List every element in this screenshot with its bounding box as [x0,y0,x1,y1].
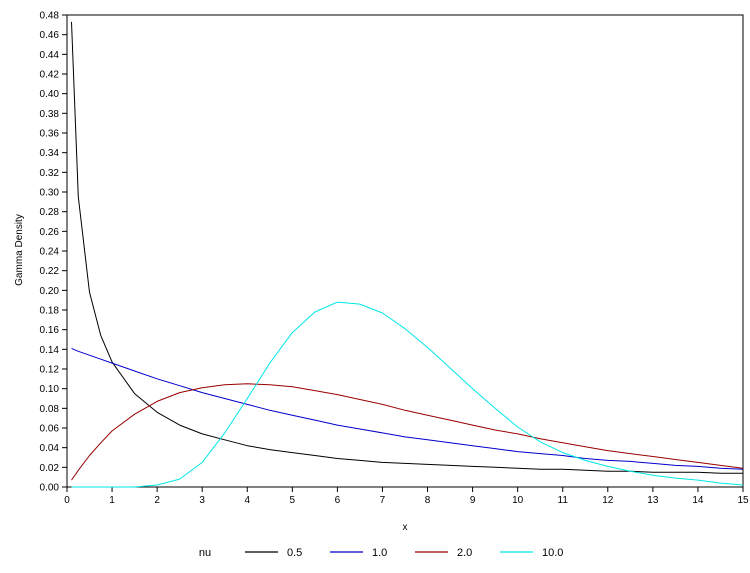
y-tick-label: 0.24 [40,247,60,258]
y-tick-label: 0.34 [40,148,60,159]
x-tick-label: 6 [335,495,341,506]
y-tick-label: 0.08 [40,404,60,415]
x-tick-label: 12 [602,495,614,506]
x-tick-label: 5 [290,495,296,506]
legend-title: nu [199,547,211,559]
x-tick-label: 1 [109,495,115,506]
y-tick-label: 0.40 [40,89,60,100]
x-tick-label: 13 [647,495,659,506]
x-tick-label: 11 [558,495,569,506]
series-line-nu-0.5 [71,21,743,474]
y-tick-label: 0.06 [40,424,60,435]
y-tick-label: 0.04 [40,443,60,454]
plot-frame [66,14,744,488]
legend-label: 0.5 [287,547,302,559]
y-tick-label: 0.18 [40,306,60,317]
y-tick-label: 0.26 [40,227,60,238]
x-tick-label: 3 [199,495,205,506]
y-tick-label: 0.14 [40,345,60,356]
y-tick-label: 0.22 [40,266,60,277]
y-tick-label: 0.28 [40,207,60,218]
x-tick-label: 7 [380,495,386,506]
x-tick-label: 14 [692,495,704,506]
x-tick-label: 9 [470,495,476,506]
y-tick-label: 0.20 [40,286,60,297]
y-tick-label: 0.00 [40,483,60,494]
y-axis-label: Gamma Density [14,214,25,286]
y-tick-label: 0.48 [40,11,60,22]
legend-label: 10.0 [542,547,563,559]
y-tick-label: 0.44 [40,50,60,61]
x-tick-label: 0 [64,495,70,506]
y-tick-label: 0.30 [40,188,60,199]
y-axis: 0.00 0.02 0.04 0.06 0.08 0.10 0.12 0.14 0.16 0.18… [40,11,67,494]
y-tick-label: 0.10 [40,384,60,395]
x-tick-label: 8 [425,495,431,506]
x-tick-label: 15 [737,495,749,506]
x-tick-label: 4 [244,495,250,506]
legend-label: 1.0 [372,547,387,559]
y-tick-label: 0.42 [40,70,60,81]
series-line-nu-10.0 [71,301,744,488]
y-tick-label: 0.36 [40,129,60,140]
series-line-nu-1.0 [71,347,744,470]
y-tick-label: 0.38 [40,109,60,120]
y-tick-label: 0.12 [40,365,60,376]
x-tick-label: 10 [512,495,524,506]
legend-label: 2.0 [457,547,472,559]
y-tick-label: 0.46 [40,30,60,41]
y-tick-label: 0.02 [40,463,60,474]
x-axis-label: x [403,522,408,533]
x-tick-label: 2 [154,495,160,506]
series-lines [71,21,744,488]
y-tick-label: 0.16 [40,325,60,336]
series-line-nu-2.0 [71,383,744,481]
legend: nu 0.5 1.0 2.0 10.0 [199,547,564,559]
y-tick-label: 0.32 [40,168,60,179]
x-axis: 0 1 2 3 4 5 6 7 8 9 10 11 12 13 14 15 [64,487,749,506]
